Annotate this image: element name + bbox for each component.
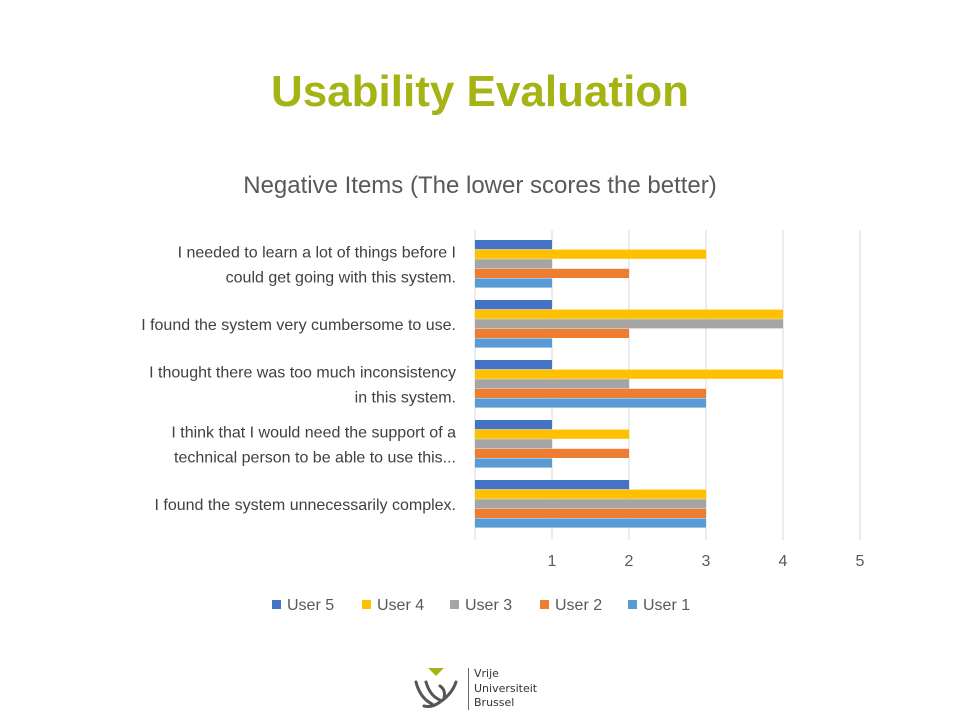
category-label: I found the system unnecessarily complex… <box>155 497 456 514</box>
x-tick-label: 3 <box>702 553 711 570</box>
legend-item: User 2 <box>540 597 602 614</box>
bar-user-1 <box>475 398 706 408</box>
chart-title: Negative Items (The lower scores the bet… <box>243 172 717 199</box>
logo-line: Vrije <box>474 667 499 680</box>
category-label: in this system. <box>355 390 456 407</box>
bar-user-3 <box>475 319 783 329</box>
x-tick-label: 1 <box>548 553 557 570</box>
bar-user-2 <box>475 328 629 338</box>
legend-swatch <box>450 600 459 609</box>
legend-item: User 1 <box>628 597 690 614</box>
bar-user-1 <box>475 518 706 528</box>
bar-user-3 <box>475 379 629 389</box>
bar-user-4 <box>475 309 783 319</box>
bar-user-1 <box>475 278 552 288</box>
bar-user-3 <box>475 499 706 509</box>
category-label: could get going with this system. <box>226 270 456 287</box>
category-label: I needed to learn a lot of things before… <box>178 245 456 262</box>
legend-swatch <box>272 600 281 609</box>
category-label: I think that I would need the support of… <box>171 425 456 442</box>
bar-user-2 <box>475 268 629 278</box>
legend-label: User 1 <box>643 597 690 614</box>
university-logo: Vrije Universiteit Brussel <box>410 664 570 714</box>
legend-swatch <box>362 600 371 609</box>
bar-user-4 <box>475 249 706 259</box>
legend-swatch <box>540 600 549 609</box>
bar-user-4 <box>475 429 629 439</box>
logo-text: Vrije Universiteit Brussel <box>474 667 537 711</box>
bar-user-5 <box>475 420 552 430</box>
bar-user-2 <box>475 508 706 518</box>
x-tick-label: 4 <box>779 553 788 570</box>
bar-user-5 <box>475 300 552 310</box>
legend-item: User 5 <box>272 597 334 614</box>
legend-label: User 5 <box>287 597 334 614</box>
bar-user-4 <box>475 369 783 379</box>
bar-user-5 <box>475 480 629 490</box>
logo-mark-icon <box>414 668 458 708</box>
bar-user-4 <box>475 489 706 499</box>
category-label: I found the system very cumbersome to us… <box>141 317 456 334</box>
bar-user-3 <box>475 259 552 269</box>
legend-label: User 2 <box>555 597 602 614</box>
legend-item: User 4 <box>362 597 424 614</box>
logo-line: Brussel <box>474 696 515 709</box>
bar-user-5 <box>475 360 552 370</box>
legend-label: User 3 <box>465 597 512 614</box>
legend-item: User 3 <box>450 597 512 614</box>
category-label: technical person to be able to use this.… <box>174 450 456 467</box>
x-tick-label: 5 <box>856 553 865 570</box>
bar-user-2 <box>475 388 706 398</box>
slide-title: Usability Evaluation <box>270 67 690 116</box>
legend-label: User 4 <box>377 597 424 614</box>
bar-user-5 <box>475 240 552 250</box>
bar-user-1 <box>475 338 552 348</box>
category-label: I thought there was too much inconsisten… <box>149 365 456 382</box>
bar-user-2 <box>475 448 629 458</box>
x-tick-label: 2 <box>625 553 634 570</box>
logo-line: Universiteit <box>474 681 538 695</box>
legend-swatch <box>628 600 637 609</box>
bar-user-3 <box>475 439 552 449</box>
bar-user-1 <box>475 458 552 468</box>
